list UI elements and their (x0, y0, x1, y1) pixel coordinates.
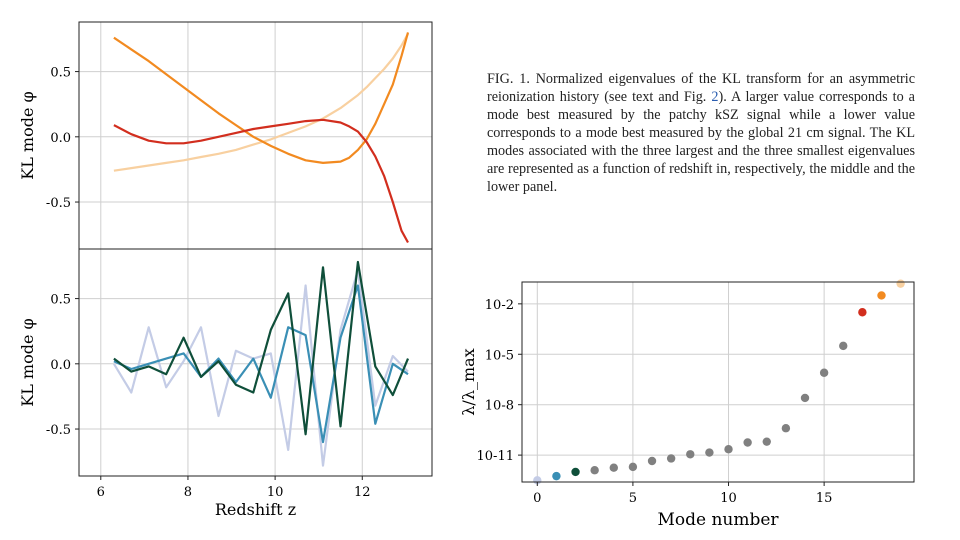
y-tick-label: 0.0 (50, 131, 71, 146)
kl-mode-panels: 0.5 0.0 -0.5 KL mode φ 0.5 0.0 -0.5 6 8 10 12 KL m… (18, 21, 433, 519)
x-tick-label: 12 (354, 485, 371, 500)
x-tick-label: 8 (184, 485, 192, 500)
y-tick-label: 10-2 (485, 298, 514, 313)
y-axis-label: KL mode φ (18, 91, 37, 179)
eigenvalue-point (686, 450, 695, 459)
x-tick-label: 15 (816, 491, 833, 506)
x-tick-label: 0 (533, 491, 541, 506)
caption-text-end: ). A larger value corresponds to a mode … (487, 89, 915, 195)
y-axis-label: λ/λ_max (459, 348, 478, 415)
eigenvalue-point (705, 448, 714, 457)
eigenvalue-point (724, 445, 733, 454)
y-tick-label: 10-8 (485, 399, 514, 414)
eigenvalue-point (877, 291, 886, 300)
series-line-1 (113, 33, 409, 172)
eigenvalue-point (666, 454, 676, 463)
eigenvalue-point (781, 424, 791, 433)
series-line-1 (112, 268, 409, 467)
series-line-2 (113, 32, 410, 164)
eigenvalue-point (590, 466, 599, 475)
eigenvalue-point (800, 393, 810, 403)
eigenvalue-point (858, 308, 867, 317)
eigenvalue-point (839, 341, 848, 351)
eigenvalue-point (896, 279, 905, 288)
eigenvalue-point (609, 463, 618, 472)
y-tick-label: 10-11 (477, 449, 514, 464)
figure-caption: FIG. 1. Normalized eigenvalues of the KL… (487, 70, 915, 196)
eigenvalue-point (628, 462, 638, 472)
x-tick-label: 10 (720, 491, 737, 506)
eigenvalue-point (571, 467, 580, 477)
eigenvalue-point (743, 438, 752, 447)
eigenvalue-point (647, 456, 657, 466)
x-tick-label: 5 (629, 491, 637, 506)
series-line-3 (113, 260, 410, 436)
y-axis-label: KL mode φ (18, 318, 37, 406)
eigenvalue-point (552, 471, 561, 481)
caption-text-start: FIG. 1. Normalized eigenvalues of the KL… (487, 71, 915, 105)
eigenvalue-point (762, 437, 771, 446)
y-tick-label: 0.5 (50, 293, 71, 308)
x-axis-label: Mode number (657, 510, 779, 530)
eigenvalue-scatter-plot: 10-2 10-5 10-8 10-11 0 5 10 15 Mode number λ/λ_ma… (459, 279, 915, 530)
eigenvalue-point (819, 368, 829, 377)
caption-figure-link[interactable]: 2 (711, 89, 719, 105)
top-kl-mode-plot: 0.5 0.0 -0.5 KL mode φ (18, 21, 433, 250)
y-tick-label: 0.5 (50, 66, 71, 81)
plot-frame (78, 248, 433, 477)
x-axis-label: Redshift z (215, 500, 296, 519)
series-line-2 (113, 284, 409, 444)
middle-kl-mode-plot: 0.5 0.0 -0.5 6 8 10 12 KL mode φ Redshift z (18, 248, 433, 519)
plot-frame (521, 281, 915, 483)
x-tick-label: 6 (97, 485, 105, 500)
y-tick-label: -0.5 (46, 196, 71, 211)
y-tick-label: 10-5 (485, 348, 514, 363)
y-tick-label: 0.0 (50, 358, 71, 373)
x-tick-label: 10 (267, 485, 284, 500)
y-tick-label: -0.5 (46, 423, 71, 438)
series-line-3 (113, 118, 409, 244)
